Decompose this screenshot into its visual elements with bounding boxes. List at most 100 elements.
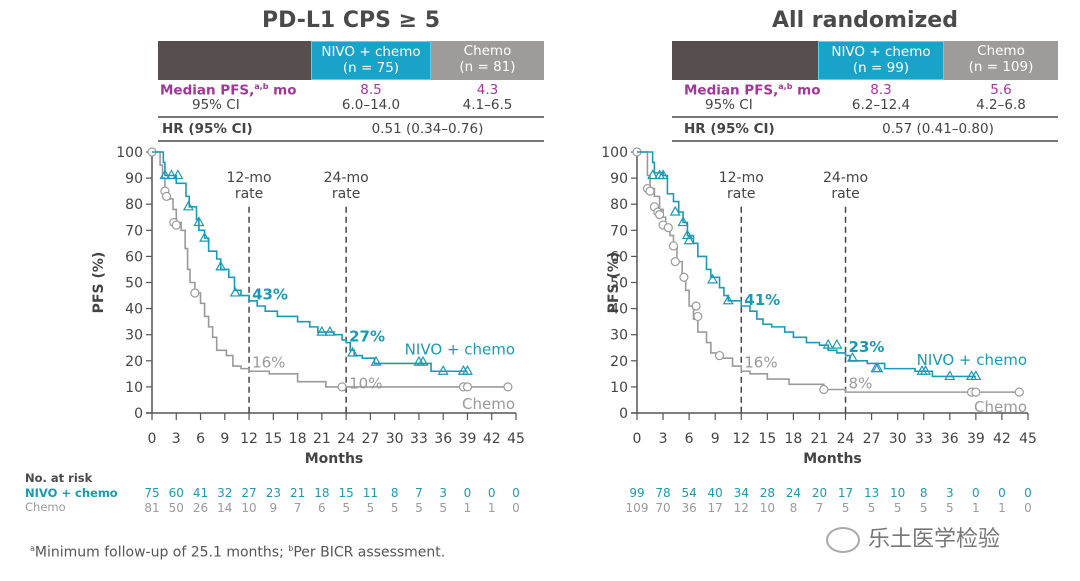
chemo-curve xyxy=(637,151,1020,393)
x-tick-label: 33 xyxy=(915,431,933,447)
nivo-censor-mark xyxy=(722,294,734,305)
x-tick-label: 15 xyxy=(758,431,776,447)
nivo-censor-mark xyxy=(831,338,843,349)
x-tick-label: 30 xyxy=(386,431,404,447)
nivo-curve xyxy=(637,151,976,378)
risk-chemo-count: 5 xyxy=(342,501,350,515)
risk-chemo-count: 5 xyxy=(920,501,928,515)
footnote-text-a: Minimum follow-up of 25.1 months; xyxy=(34,544,289,561)
wechat-icon xyxy=(826,527,860,553)
nivo-censor-mark xyxy=(165,169,177,180)
risk-chemo-count: 8 xyxy=(790,501,798,515)
y-tick-label: 100 xyxy=(116,145,143,161)
chemo-censor-mark xyxy=(503,382,513,392)
nivo-rate-label: 23% xyxy=(849,338,885,356)
footnote-text-b: Per BICR assessment. xyxy=(293,544,446,561)
nivo-censor-mark xyxy=(324,325,336,336)
nivo-censor-mark xyxy=(846,351,859,362)
x-tick-label: 45 xyxy=(507,431,525,447)
y-axis-label: PFS (%) xyxy=(606,252,622,314)
x-tick-label: 30 xyxy=(889,431,907,447)
y-tick-label: 10 xyxy=(610,380,628,396)
risk-nivo-count: 17 xyxy=(838,486,853,500)
nivo-censor-mark xyxy=(707,273,719,284)
chemo-rate-label: 16% xyxy=(252,353,285,371)
nivo-censor-mark xyxy=(370,355,382,366)
ci-nivo: 6.0–14.0 xyxy=(341,97,401,113)
risk-chemo-count: 12 xyxy=(734,501,749,515)
median-sup: a,b xyxy=(254,82,269,91)
y-tick-label: 100 xyxy=(601,145,628,161)
y-tick-label: 30 xyxy=(610,328,628,344)
risk-nivo-count: 54 xyxy=(681,486,696,500)
y-tick-label: 20 xyxy=(125,354,143,370)
reference-label: 12-mo xyxy=(719,170,764,186)
chemo-censor-mark xyxy=(190,288,200,298)
chemo-censor-mark xyxy=(171,220,181,230)
x-tick-label: 9 xyxy=(711,431,720,447)
risk-nivo-count: 15 xyxy=(338,486,353,500)
risk-label: No. at risk xyxy=(25,471,93,485)
table-header-nivo: NIVO + chemo (n = 99) xyxy=(818,41,944,80)
median-chemo: 4.3 xyxy=(476,82,499,98)
chemo-censor-mark xyxy=(670,257,680,267)
y-tick-label: 80 xyxy=(125,197,143,213)
nivo-censor-mark xyxy=(677,216,689,227)
y-tick-label: 20 xyxy=(610,354,628,370)
nivo-censor-mark xyxy=(647,169,659,180)
x-tick-label: 24 xyxy=(837,431,855,447)
x-tick-label: 21 xyxy=(313,431,331,447)
risk-nivo-count: 21 xyxy=(290,486,305,500)
chemo-censor-mark xyxy=(161,191,172,201)
nivo-header-n: (n = 99) xyxy=(852,60,910,76)
x-tick-label: 33 xyxy=(410,431,428,447)
nivo-censor-mark xyxy=(919,365,931,375)
nivo-censor-mark xyxy=(182,200,194,211)
chemo-censor-mark xyxy=(337,382,347,392)
risk-chemo-count: 81 xyxy=(144,501,159,515)
risk-nivo-count: 40 xyxy=(708,486,723,500)
ci-chemo: 4.2–6.8 xyxy=(976,97,1026,113)
nivo-series-label: NIVO + chemo xyxy=(405,340,515,358)
chemo-censor-mark xyxy=(654,210,665,220)
nivo-censor-mark xyxy=(437,365,449,375)
nivo-censor-mark xyxy=(970,370,982,381)
x-tick-label: 39 xyxy=(967,431,985,447)
y-tick-label: 0 xyxy=(619,406,628,422)
reference-label: rate xyxy=(727,186,755,202)
x-tick-label: 0 xyxy=(148,431,157,447)
panel-title: All randomized xyxy=(772,8,958,33)
y-tick-label: 40 xyxy=(610,302,628,318)
chemo-rate-label: 8% xyxy=(849,374,873,392)
risk-nivo-count: 0 xyxy=(464,486,472,500)
x-tick-label: 6 xyxy=(196,431,205,447)
risk-nivo-count: 28 xyxy=(760,486,775,500)
x-tick-label: 27 xyxy=(361,431,379,447)
risk-nivo-count: 7 xyxy=(415,486,423,500)
risk-nivo-count: 8 xyxy=(920,486,928,500)
reference-label: 24-mo xyxy=(324,170,369,186)
risk-chemo-count: 0 xyxy=(512,501,520,515)
risk-chemo-count: 14 xyxy=(217,501,232,515)
risk-chemo-count: 10 xyxy=(760,501,775,515)
median-chemo: 5.6 xyxy=(990,82,1012,98)
risk-nivo-count: 11 xyxy=(363,486,378,500)
x-tick-label: 0 xyxy=(633,431,642,447)
chemo-censor-mark xyxy=(693,311,703,322)
nivo-censor-mark xyxy=(199,231,211,242)
risk-chemo-count: 1 xyxy=(972,501,980,515)
chemo-header-n: (n = 81) xyxy=(459,59,516,75)
chemo-censor-mark xyxy=(663,223,673,233)
chemo-censor-mark xyxy=(679,272,689,282)
nivo-rate-label: 43% xyxy=(252,286,288,304)
nivo-censor-mark xyxy=(159,169,171,180)
risk-nivo-count: 41 xyxy=(193,486,208,500)
chemo-header-label: Chemo xyxy=(463,43,512,59)
y-tick-label: 90 xyxy=(125,171,143,187)
nivo-censor-mark xyxy=(461,365,473,375)
risk-chemo-count: 1 xyxy=(488,501,496,515)
risk-chemo-count: 5 xyxy=(391,501,399,515)
nivo-header-label: NIVO + chemo xyxy=(321,44,421,60)
risk-chemo-count: 9 xyxy=(270,501,278,515)
